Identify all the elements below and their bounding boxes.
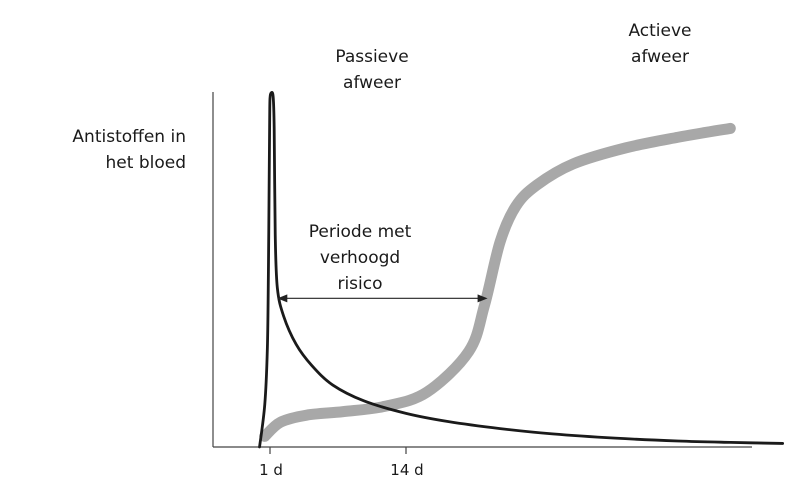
x-tick-label-1: 14 d bbox=[390, 461, 423, 479]
y-axis-label-line-1: Antistoffen in bbox=[72, 127, 186, 147]
axes bbox=[212, 92, 752, 448]
annotation-line-3: risico bbox=[337, 274, 382, 294]
x-ticks: 1 d 14 d bbox=[259, 447, 424, 479]
arrow-head-right bbox=[477, 294, 488, 303]
series-layer bbox=[258, 91, 785, 449]
series-label-active-line-1: Actieve bbox=[628, 21, 691, 41]
series-line-passive bbox=[258, 91, 785, 449]
y-axis-label-line-2: het bloed bbox=[106, 153, 186, 173]
series-label-active-line-2: afweer bbox=[631, 47, 689, 67]
series-label-passive-line-1: Passieve bbox=[335, 47, 408, 67]
x-tick-label-0: 1 d bbox=[259, 461, 283, 479]
arrow-head-left bbox=[277, 294, 288, 303]
series-label-passive-line-2: afweer bbox=[343, 73, 401, 93]
annotation-line-2: verhoogd bbox=[320, 248, 400, 268]
risk-period-arrow bbox=[277, 294, 488, 303]
annotation-line-1: Periode met bbox=[309, 222, 412, 242]
series-line-active bbox=[259, 122, 736, 442]
